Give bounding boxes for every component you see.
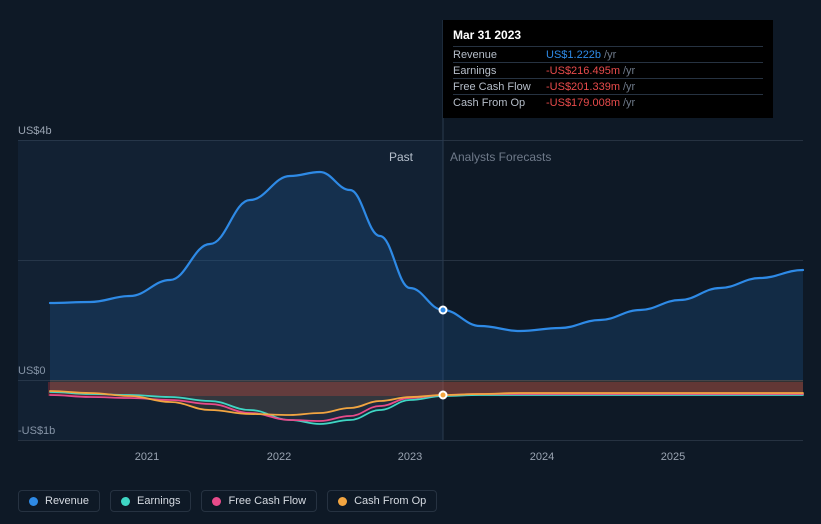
tooltip-value: -US$179.008m <box>546 97 620 109</box>
legend-dot <box>121 497 130 506</box>
tooltip-row-revenue: Revenue US$1.222b /yr <box>453 46 763 62</box>
tooltip-title: Mar 31 2023 <box>453 26 763 46</box>
legend-label: Free Cash Flow <box>228 495 306 507</box>
hover-marker-revenue <box>439 306 448 315</box>
legend-dot <box>212 497 221 506</box>
tooltip-unit: /yr <box>623 97 635 109</box>
legend-dot <box>29 497 38 506</box>
tooltip: Mar 31 2023 Revenue US$1.222b /yr Earnin… <box>443 20 773 118</box>
tooltip-label: Free Cash Flow <box>453 81 546 93</box>
tooltip-value: -US$216.495m <box>546 65 620 77</box>
tooltip-row-earnings: Earnings -US$216.495m /yr <box>453 62 763 78</box>
tooltip-label: Earnings <box>453 65 546 77</box>
tooltip-unit: /yr <box>604 49 616 61</box>
legend-label: Earnings <box>137 495 180 507</box>
tooltip-row-fcf: Free Cash Flow -US$201.339m /yr <box>453 78 763 94</box>
legend-item-revenue[interactable]: Revenue <box>18 490 100 512</box>
legend: Revenue Earnings Free Cash Flow Cash Fro… <box>18 490 437 512</box>
tooltip-label: Revenue <box>453 49 546 61</box>
tooltip-label: Cash From Op <box>453 97 546 109</box>
tooltip-value: US$1.222b <box>546 49 601 61</box>
legend-item-cashop[interactable]: Cash From Op <box>327 490 437 512</box>
tooltip-unit: /yr <box>623 65 635 77</box>
legend-item-fcf[interactable]: Free Cash Flow <box>201 490 317 512</box>
tooltip-row-cashop: Cash From Op -US$179.008m /yr <box>453 94 763 110</box>
tooltip-unit: /yr <box>623 81 635 93</box>
tooltip-value: -US$201.339m <box>546 81 620 93</box>
legend-dot <box>338 497 347 506</box>
legend-label: Revenue <box>45 495 89 507</box>
hover-marker-cash <box>439 391 448 400</box>
legend-label: Cash From Op <box>354 495 426 507</box>
legend-item-earnings[interactable]: Earnings <box>110 490 191 512</box>
chart-container: US$4b US$0 -US$1b 2021 2022 2023 2024 20… <box>0 0 821 524</box>
